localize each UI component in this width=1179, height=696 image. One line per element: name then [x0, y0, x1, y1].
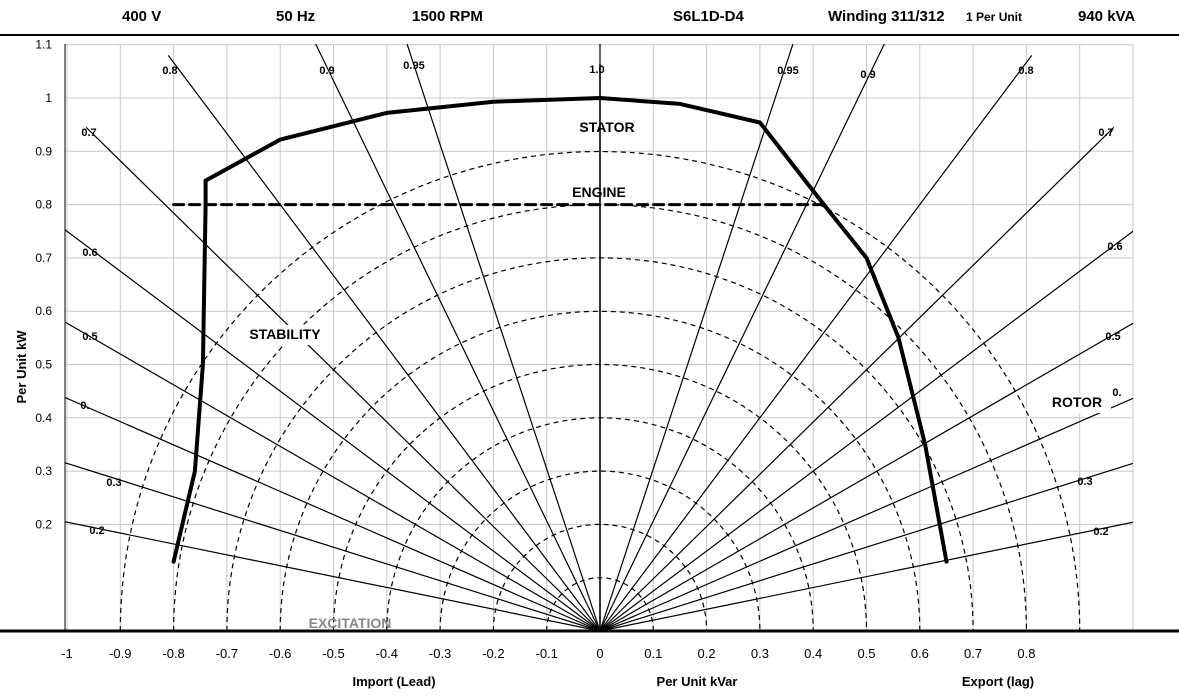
frequency-label: 50 Hz	[276, 8, 316, 25]
annotation-rotor: ROTOR	[1052, 394, 1102, 410]
y-tick-label: 0.4	[35, 411, 52, 425]
pf-label: 0.3	[106, 477, 121, 489]
pf-line	[599, 126, 1115, 631]
x-tick-label: 0.8	[1017, 646, 1035, 661]
x-tick-label: 0.7	[964, 646, 982, 661]
pf-label: 0.5	[1105, 331, 1120, 343]
y-tick-label: 0.3	[35, 464, 52, 478]
pf-line	[599, 44, 885, 631]
pf-line	[599, 322, 1133, 631]
x-tick-label: -0.8	[162, 646, 184, 661]
y-tick-label: 1	[45, 91, 52, 105]
annotation-engine: ENGINE	[572, 184, 626, 200]
pf-label: 0.5	[82, 331, 97, 343]
annotation-bg	[1043, 393, 1111, 413]
x-tick-label: 0.2	[698, 646, 716, 661]
y-tick-label: 0.5	[35, 358, 52, 372]
pf-line	[65, 462, 601, 631]
pf-label: 0.6	[1107, 241, 1122, 253]
x-tick-label: -0.4	[376, 646, 398, 661]
x-tick-label: -1	[61, 646, 73, 661]
y-tick-label: 0.7	[35, 251, 52, 265]
y-tick-label: 1.1	[35, 38, 52, 52]
pu-circle	[279, 310, 921, 631]
pf-label: 0.9	[319, 65, 334, 77]
pf-label: 0.2	[89, 525, 104, 537]
pf-lines	[65, 44, 1133, 631]
voltage-label: 400 V	[122, 8, 162, 25]
pf-label: 0.	[80, 400, 89, 412]
curve-rotor	[821, 202, 949, 564]
pf-line	[406, 44, 601, 631]
curve-stator	[203, 96, 826, 207]
annotation-bg	[238, 325, 332, 345]
pf-line	[599, 462, 1133, 631]
x-tick-label: -0.9	[109, 646, 131, 661]
pf-label: 0.3	[1077, 476, 1092, 488]
pf-line	[599, 521, 1133, 631]
annotation-stability: STABILITY	[249, 326, 321, 342]
pf-label: 0.95	[403, 60, 424, 72]
capability-chart: 0.8 0.9 0.95 0.7 0.6 0.5 0. 0.3 0.2 1.0 0.95 0.9 0.8…	[0, 38, 1179, 689]
x-axis-left-title: Import (Lead)	[352, 674, 435, 689]
pf-label: 0.7	[81, 127, 96, 139]
pf-line	[85, 126, 601, 631]
x-axis-title: Per Unit kVar	[657, 674, 738, 689]
y-tick-label: 0.2	[35, 517, 52, 531]
pf-line	[599, 44, 794, 631]
model-label: S6L1D-D4	[673, 8, 744, 25]
winding-label: Winding 311/312	[828, 8, 945, 25]
pf-label: 0.9	[860, 69, 875, 81]
x-tick-label: 0.3	[751, 646, 769, 661]
pf-label: 0.6	[82, 247, 97, 259]
x-tick-label: 0.6	[911, 646, 929, 661]
pf-line	[65, 396, 601, 631]
pf-label: 1.0	[589, 64, 604, 76]
x-tick-label: -0.7	[216, 646, 238, 661]
annotation-stator: STATOR	[579, 119, 634, 135]
x-tick-label: -0.3	[429, 646, 451, 661]
pf-line	[65, 521, 601, 631]
x-tick-label: -0.5	[322, 646, 344, 661]
pf-line	[599, 397, 1133, 631]
y-tick-label: 0.9	[35, 144, 52, 158]
x-tick-label: 0.4	[804, 646, 822, 661]
x-axis-right-title: Export (lag)	[962, 674, 1034, 689]
pf-line	[315, 44, 601, 631]
pf-label: 0.	[1112, 387, 1121, 399]
pf-label: 0.7	[1098, 127, 1113, 139]
y-tick-label: 0.6	[35, 304, 52, 318]
pf-line	[599, 230, 1133, 631]
x-tick-label: 0.1	[644, 646, 662, 661]
annotation-excitation: EXCITATION	[309, 615, 392, 631]
pf-label: 0.95	[777, 65, 798, 77]
x-tick-label: 0.5	[857, 646, 875, 661]
pf-line	[65, 321, 601, 631]
rating-label: 940 kVA	[1078, 8, 1136, 25]
curve-stability	[171, 178, 208, 564]
x-tick-label: 0	[596, 646, 603, 661]
per-unit-label: 1 Per Unit	[966, 10, 1023, 24]
y-axis-title: Per Unit kW	[14, 330, 29, 404]
chart-header: 400 V 50 Hz 1500 RPM S6L1D-D4 Winding 31…	[0, 0, 1179, 36]
pf-line	[167, 55, 601, 631]
pf-line	[599, 55, 1033, 631]
x-tick-label: -0.2	[482, 646, 504, 661]
x-tick-label: -0.6	[269, 646, 291, 661]
speed-label: 1500 RPM	[412, 8, 483, 25]
y-tick-label: 0.8	[35, 198, 52, 212]
pf-label: 0.8	[1018, 65, 1033, 77]
pu-circle	[439, 470, 761, 631]
pf-line	[65, 229, 601, 631]
pf-label: 0.2	[1093, 526, 1108, 538]
pf-label: 0.8	[162, 65, 177, 77]
limit-curves	[171, 96, 949, 564]
x-tick-label: -0.1	[535, 646, 557, 661]
